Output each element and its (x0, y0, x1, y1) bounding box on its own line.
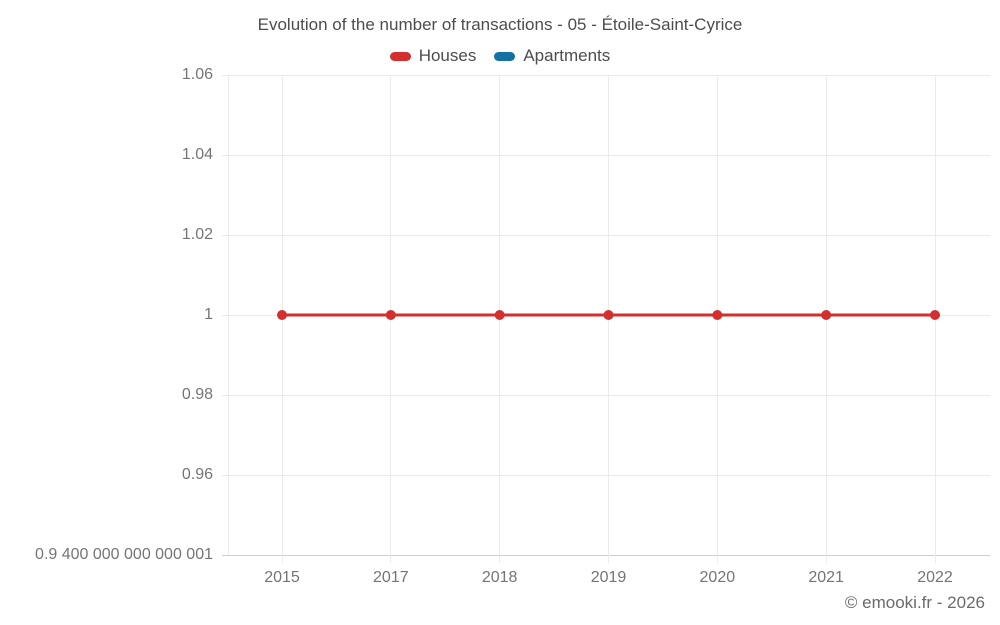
plot-area (222, 74, 990, 563)
legend-item-houses[interactable]: Houses (389, 46, 477, 66)
y-axis-line (227, 75, 229, 555)
houses-data-point[interactable] (385, 310, 396, 320)
y-tick-label: 1.02 (181, 226, 213, 243)
copyright-text: © emooki.fr - 2026 (844, 593, 985, 612)
horizontal-gridline (222, 234, 990, 236)
x-tick-label: 2021 (808, 569, 844, 586)
houses-data-point[interactable] (930, 310, 940, 320)
series-layer (277, 310, 940, 320)
x-tick-label: 2017 (373, 569, 409, 586)
horizontal-gridline (222, 394, 990, 396)
x-tick-label: 2018 (481, 569, 518, 586)
houses-data-point[interactable] (712, 310, 723, 320)
chart-title: Evolution of the number of transactions … (257, 15, 743, 34)
x-axis-line (222, 554, 990, 556)
x-tick-label: 2019 (590, 569, 627, 586)
apartments-legend-label: Apartments (523, 46, 611, 65)
horizontal-gridline (222, 474, 990, 476)
houses-data-point[interactable] (494, 310, 505, 320)
houses-data-point[interactable] (277, 310, 287, 320)
houses-data-point[interactable] (603, 310, 614, 320)
x-tick-label: 2022 (917, 569, 953, 586)
x-tick-label: 2020 (699, 569, 736, 586)
houses-series-swatch-icon (389, 51, 411, 61)
y-tick-label: 1 (204, 306, 213, 323)
y-tick-label: 1.04 (181, 146, 213, 163)
x-tick-label: 2015 (264, 569, 300, 586)
y-tick-label: 0.98 (181, 386, 213, 403)
apartments-series-swatch-icon (494, 51, 516, 61)
houses-legend-label: Houses (418, 46, 477, 65)
horizontal-gridline (222, 74, 990, 76)
y-tick-label: 0.96 (181, 466, 213, 483)
y-tick-label: 0.9 400 000 000 000 001 (35, 546, 213, 563)
houses-data-point[interactable] (821, 310, 832, 320)
legend: Houses Apartments (0, 45, 1000, 67)
legend-item-apartments[interactable]: Apartments (494, 46, 610, 66)
horizontal-gridline (222, 154, 990, 156)
y-tick-label: 1.06 (181, 66, 213, 83)
